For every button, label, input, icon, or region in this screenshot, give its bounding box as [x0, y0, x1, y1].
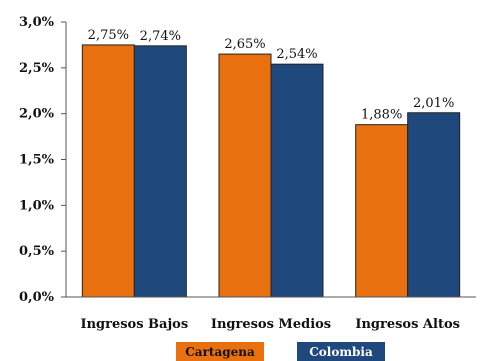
x-tick-label: Ingresos Bajos — [80, 317, 188, 332]
bar-colombia-1 — [270, 63, 324, 298]
y-axis: 0,0% 0,5% 1,0% 1,5% 2,0% 2,5% 3,0% — [19, 15, 67, 305]
legend-swatch — [176, 342, 264, 361]
legend: Cartagena Colombia — [176, 342, 385, 361]
y-tick-label: 0,5% — [19, 244, 55, 259]
x-axis: Ingresos Bajos Ingresos Medios Ingresos Al… — [66, 296, 476, 332]
legend-label: Cartagena — [185, 345, 255, 359]
bar-cartagena-0 — [81, 44, 135, 298]
x-tick-label: Ingresos Altos — [355, 317, 460, 332]
bar-colombia-0 — [133, 45, 187, 298]
y-tick-label: 0,0% — [19, 290, 55, 305]
x-tick-label: Ingresos Medios — [211, 317, 331, 332]
bar-cartagena-2 — [355, 124, 409, 298]
data-labels: 2,75% 2,74% 2,65% 2,54% 1,88% 2,01% — [88, 28, 455, 123]
y-tick-label: 2,0% — [19, 107, 55, 122]
bars — [81, 44, 461, 298]
legend-swatch — [297, 342, 385, 361]
y-tick-label: 3,0% — [19, 15, 55, 30]
data-label: 2,75% — [88, 28, 129, 43]
data-label: 2,65% — [224, 37, 265, 52]
data-label: 2,54% — [276, 47, 317, 62]
legend-item-colombia: Colombia — [297, 342, 385, 361]
bar-cartagena-1 — [218, 53, 272, 298]
data-label: 1,88% — [361, 108, 402, 123]
legend-label: Colombia — [309, 345, 373, 359]
y-tick-label: 1,5% — [19, 153, 55, 168]
bar-colombia-2 — [407, 112, 461, 298]
data-label: 2,74% — [140, 29, 181, 44]
legend-item-cartagena: Cartagena — [176, 342, 264, 361]
y-tick-label: 2,5% — [19, 61, 55, 76]
y-tick-label: 1,0% — [19, 198, 55, 213]
data-label: 2,01% — [413, 96, 454, 111]
